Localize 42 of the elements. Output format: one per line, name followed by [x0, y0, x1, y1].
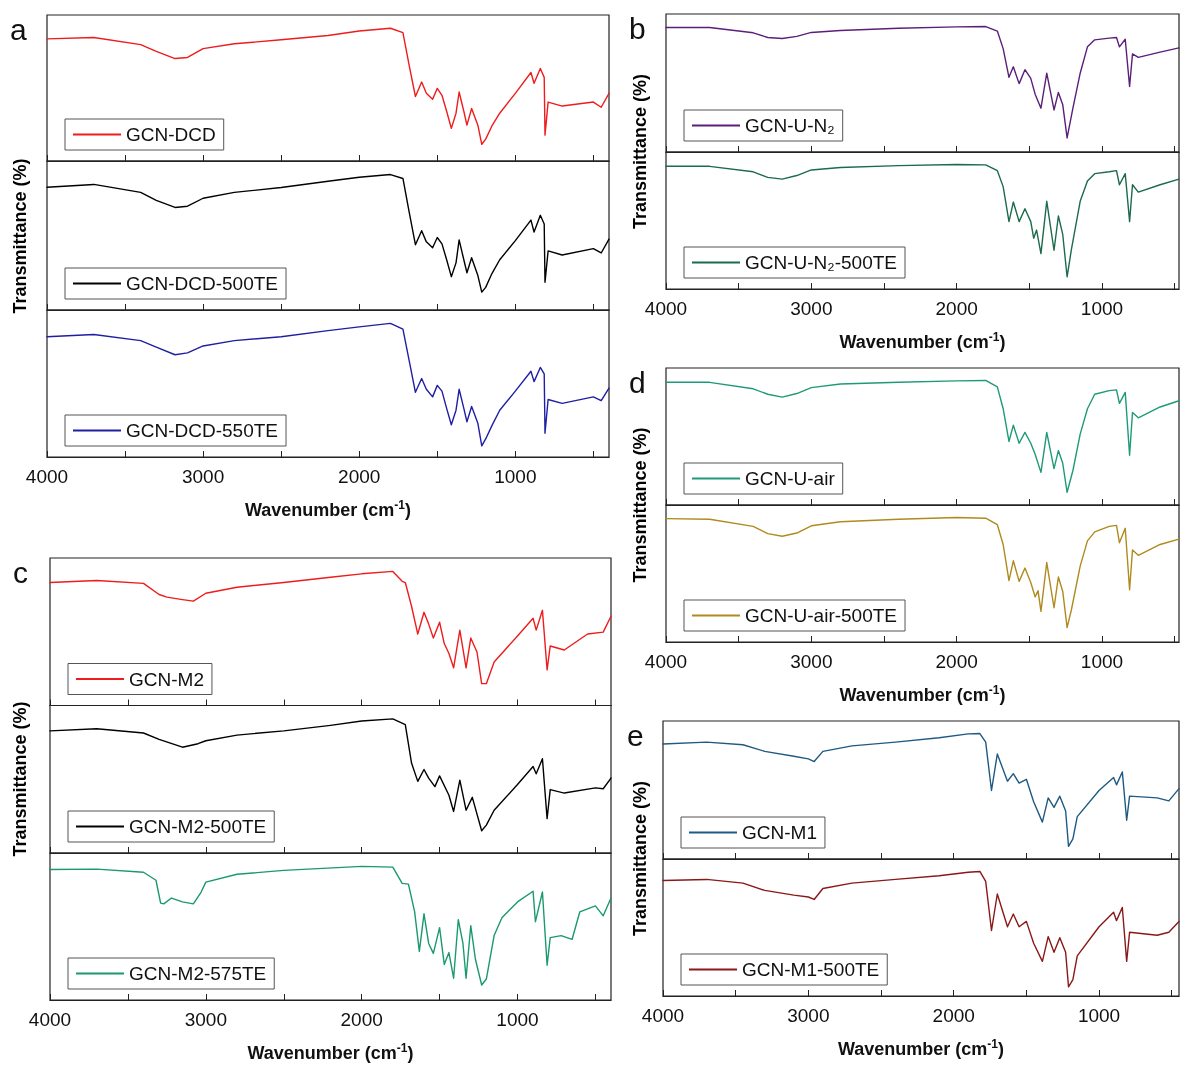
chart-title: b: [629, 11, 646, 45]
y-axis-title: Transmittance (%): [630, 427, 650, 583]
legend-label: GCN-U-N₂: [745, 115, 835, 136]
legend-label: GCN-DCD-550TE: [126, 420, 279, 441]
x-tick-label: 2000: [935, 651, 978, 672]
x-tick-label: 3000: [787, 1005, 830, 1026]
x-tick-label: 4000: [644, 298, 688, 319]
legend-label: GCN-M1: [742, 822, 817, 843]
legend-label: GCN-M2-500TE: [129, 816, 267, 837]
x-tick-label: 2000: [935, 298, 978, 319]
legend-label: GCN-M1-500TE: [742, 959, 880, 980]
x-tick-label: 1000: [496, 1009, 539, 1030]
x-tick-label: 1000: [494, 466, 537, 487]
chart-title: a: [10, 12, 27, 46]
x-tick-label: 1000: [1077, 1005, 1121, 1026]
x-tick-label: 2000: [338, 466, 381, 487]
chart-title: d: [629, 365, 646, 399]
legend-label: GCN-DCD-500TE: [126, 273, 279, 294]
legend-label: GCN-U-N₂-500TE: [745, 252, 897, 273]
x-tick-label: 1000: [1080, 651, 1124, 672]
chart-title: e: [627, 718, 644, 752]
legend-label: GCN-M2-575TE: [129, 963, 267, 984]
legend-label: GCN-U-air: [745, 468, 836, 489]
legend-label: GCN-M2: [129, 668, 204, 690]
x-tick-label: 2000: [932, 1005, 975, 1026]
x-tick-label: 4000: [644, 651, 688, 672]
x-tick-label: 3000: [790, 651, 833, 672]
x-tick-label: 4000: [641, 1005, 685, 1026]
y-axis-title: Transmittance (%): [10, 701, 30, 857]
chart-title: c: [13, 555, 28, 589]
legend-label: GCN-U-air-500TE: [745, 605, 898, 626]
x-tick-label: 2000: [340, 1009, 383, 1030]
x-tick-label: 3000: [790, 298, 833, 319]
x-tick-label: 4000: [25, 466, 69, 487]
x-tick-label: 1000: [1080, 298, 1124, 319]
y-axis-title: Transmittance (%): [10, 158, 30, 314]
x-tick-label: 4000: [28, 1009, 72, 1030]
y-axis-title: Transmittance (%): [630, 780, 650, 937]
y-axis-title: Transmittance (%): [630, 73, 650, 230]
legend-label: GCN-DCD: [126, 124, 216, 145]
x-tick-label: 3000: [181, 466, 225, 487]
x-tick-label: 3000: [184, 1009, 227, 1030]
